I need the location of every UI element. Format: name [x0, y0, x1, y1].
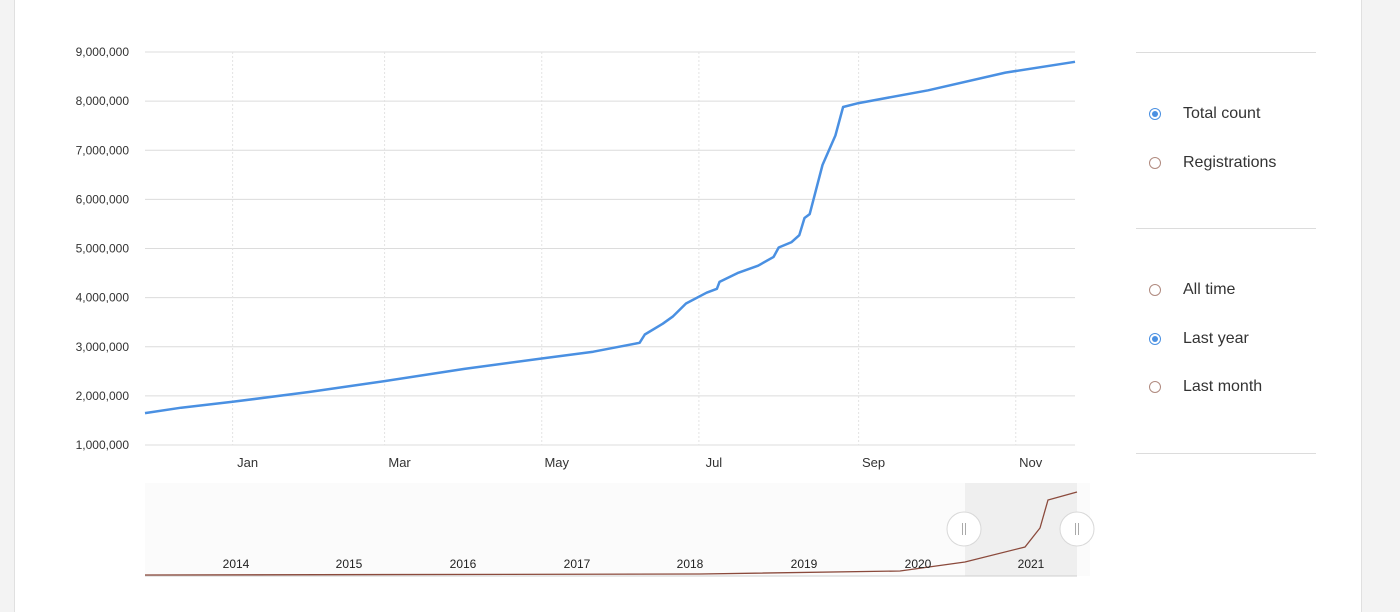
- x-tick-label: Mar: [388, 455, 411, 470]
- handle-circle: [1059, 511, 1095, 547]
- navigator-handle[interactable]: [946, 511, 982, 547]
- y-tick-label: 6,000,000: [76, 192, 130, 206]
- y-tick-label: 9,000,000: [76, 45, 130, 59]
- radio-icon[interactable]: [1149, 108, 1161, 120]
- x-tick-label: Nov: [1019, 455, 1043, 470]
- option-last-year[interactable]: Last year: [1136, 327, 1249, 351]
- option-all-time[interactable]: All time: [1136, 278, 1235, 302]
- radio-icon[interactable]: [1149, 381, 1161, 393]
- option-label: All time: [1183, 281, 1236, 298]
- option-label: Registrations: [1183, 154, 1277, 171]
- y-tick-label: 8,000,000: [76, 94, 130, 108]
- option-last-month[interactable]: Last month: [1136, 375, 1262, 399]
- navigator-year-label: 2020: [905, 557, 932, 571]
- navigator-year-label: 2021: [1018, 557, 1045, 571]
- x-tick-label: May: [544, 455, 569, 470]
- radio-icon[interactable]: [1149, 157, 1161, 169]
- divider: [1136, 453, 1316, 454]
- x-axis: Jan Mar May Jul Sep Nov: [237, 455, 1043, 470]
- divider: [1136, 228, 1316, 229]
- y-tick-label: 2,000,000: [76, 389, 130, 403]
- divider: [1136, 52, 1316, 53]
- option-label: Total count: [1183, 105, 1261, 122]
- navigator-year-label: 2018: [677, 557, 704, 571]
- option-registrations[interactable]: Registrations: [1136, 151, 1276, 175]
- y-tick-label: 3,000,000: [76, 340, 130, 354]
- y-axis: 9,000,000 8,000,000 7,000,000 6,000,000 5,00…: [76, 45, 130, 452]
- main-chart: 9,000,000 8,000,000 7,000,000 6,000,000 5,00…: [76, 45, 1095, 577]
- navigator-year-label: 2014: [223, 557, 250, 571]
- navigator-background: [145, 483, 1090, 576]
- navigator-year-label: 2017: [564, 557, 591, 571]
- navigator-year-label: 2016: [450, 557, 477, 571]
- navigator-handle[interactable]: [1059, 511, 1095, 547]
- y-tick-label: 5,000,000: [76, 242, 130, 256]
- radio-icon[interactable]: [1149, 284, 1161, 296]
- x-tick-label: Jan: [237, 455, 258, 470]
- x-tick-label: Sep: [862, 455, 885, 470]
- radio-icon[interactable]: [1149, 333, 1161, 345]
- option-total-count[interactable]: Total count: [1136, 102, 1260, 126]
- chart-grid: [145, 51, 1075, 446]
- y-tick-label: 1,000,000: [76, 438, 130, 452]
- navigator-year-label: 2015: [336, 557, 363, 571]
- y-tick-label: 7,000,000: [76, 143, 130, 157]
- option-label: Last year: [1183, 330, 1249, 347]
- series-line: [144, 60, 1076, 415]
- navigator-line: [144, 491, 1078, 576]
- range-navigator[interactable]: 2014 2015 2016 2017 2018 2019 2020 2021: [144, 483, 1095, 577]
- chart-series: [144, 60, 1076, 415]
- navigator-year-label: 2019: [791, 557, 818, 571]
- option-label: Last month: [1183, 378, 1263, 395]
- y-tick-label: 4,000,000: [76, 291, 130, 305]
- x-tick-label: Jul: [706, 455, 723, 470]
- navigator-selection: [965, 483, 1077, 576]
- handle-circle: [946, 511, 982, 547]
- options-panel: Total count Registrations All time Last …: [1136, 0, 1316, 612]
